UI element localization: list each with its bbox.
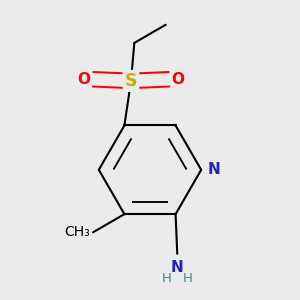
Text: H: H bbox=[183, 272, 193, 285]
Text: N: N bbox=[207, 162, 220, 177]
Text: S: S bbox=[125, 72, 137, 90]
Text: N: N bbox=[171, 260, 184, 275]
Text: CH₃: CH₃ bbox=[64, 225, 90, 239]
Text: O: O bbox=[77, 72, 90, 87]
Text: O: O bbox=[172, 72, 184, 87]
Text: H: H bbox=[162, 272, 172, 285]
